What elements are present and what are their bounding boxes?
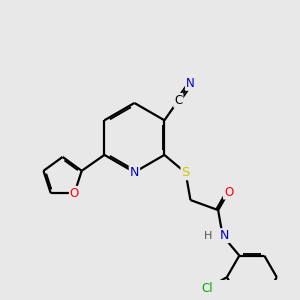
- Text: O: O: [70, 187, 79, 200]
- Text: O: O: [224, 186, 233, 199]
- Text: N: N: [130, 166, 139, 179]
- Text: N: N: [186, 77, 195, 90]
- Text: H: H: [204, 231, 212, 241]
- Text: N: N: [220, 229, 229, 242]
- Text: S: S: [182, 166, 190, 179]
- Text: Cl: Cl: [202, 282, 213, 295]
- Text: C: C: [174, 94, 182, 107]
